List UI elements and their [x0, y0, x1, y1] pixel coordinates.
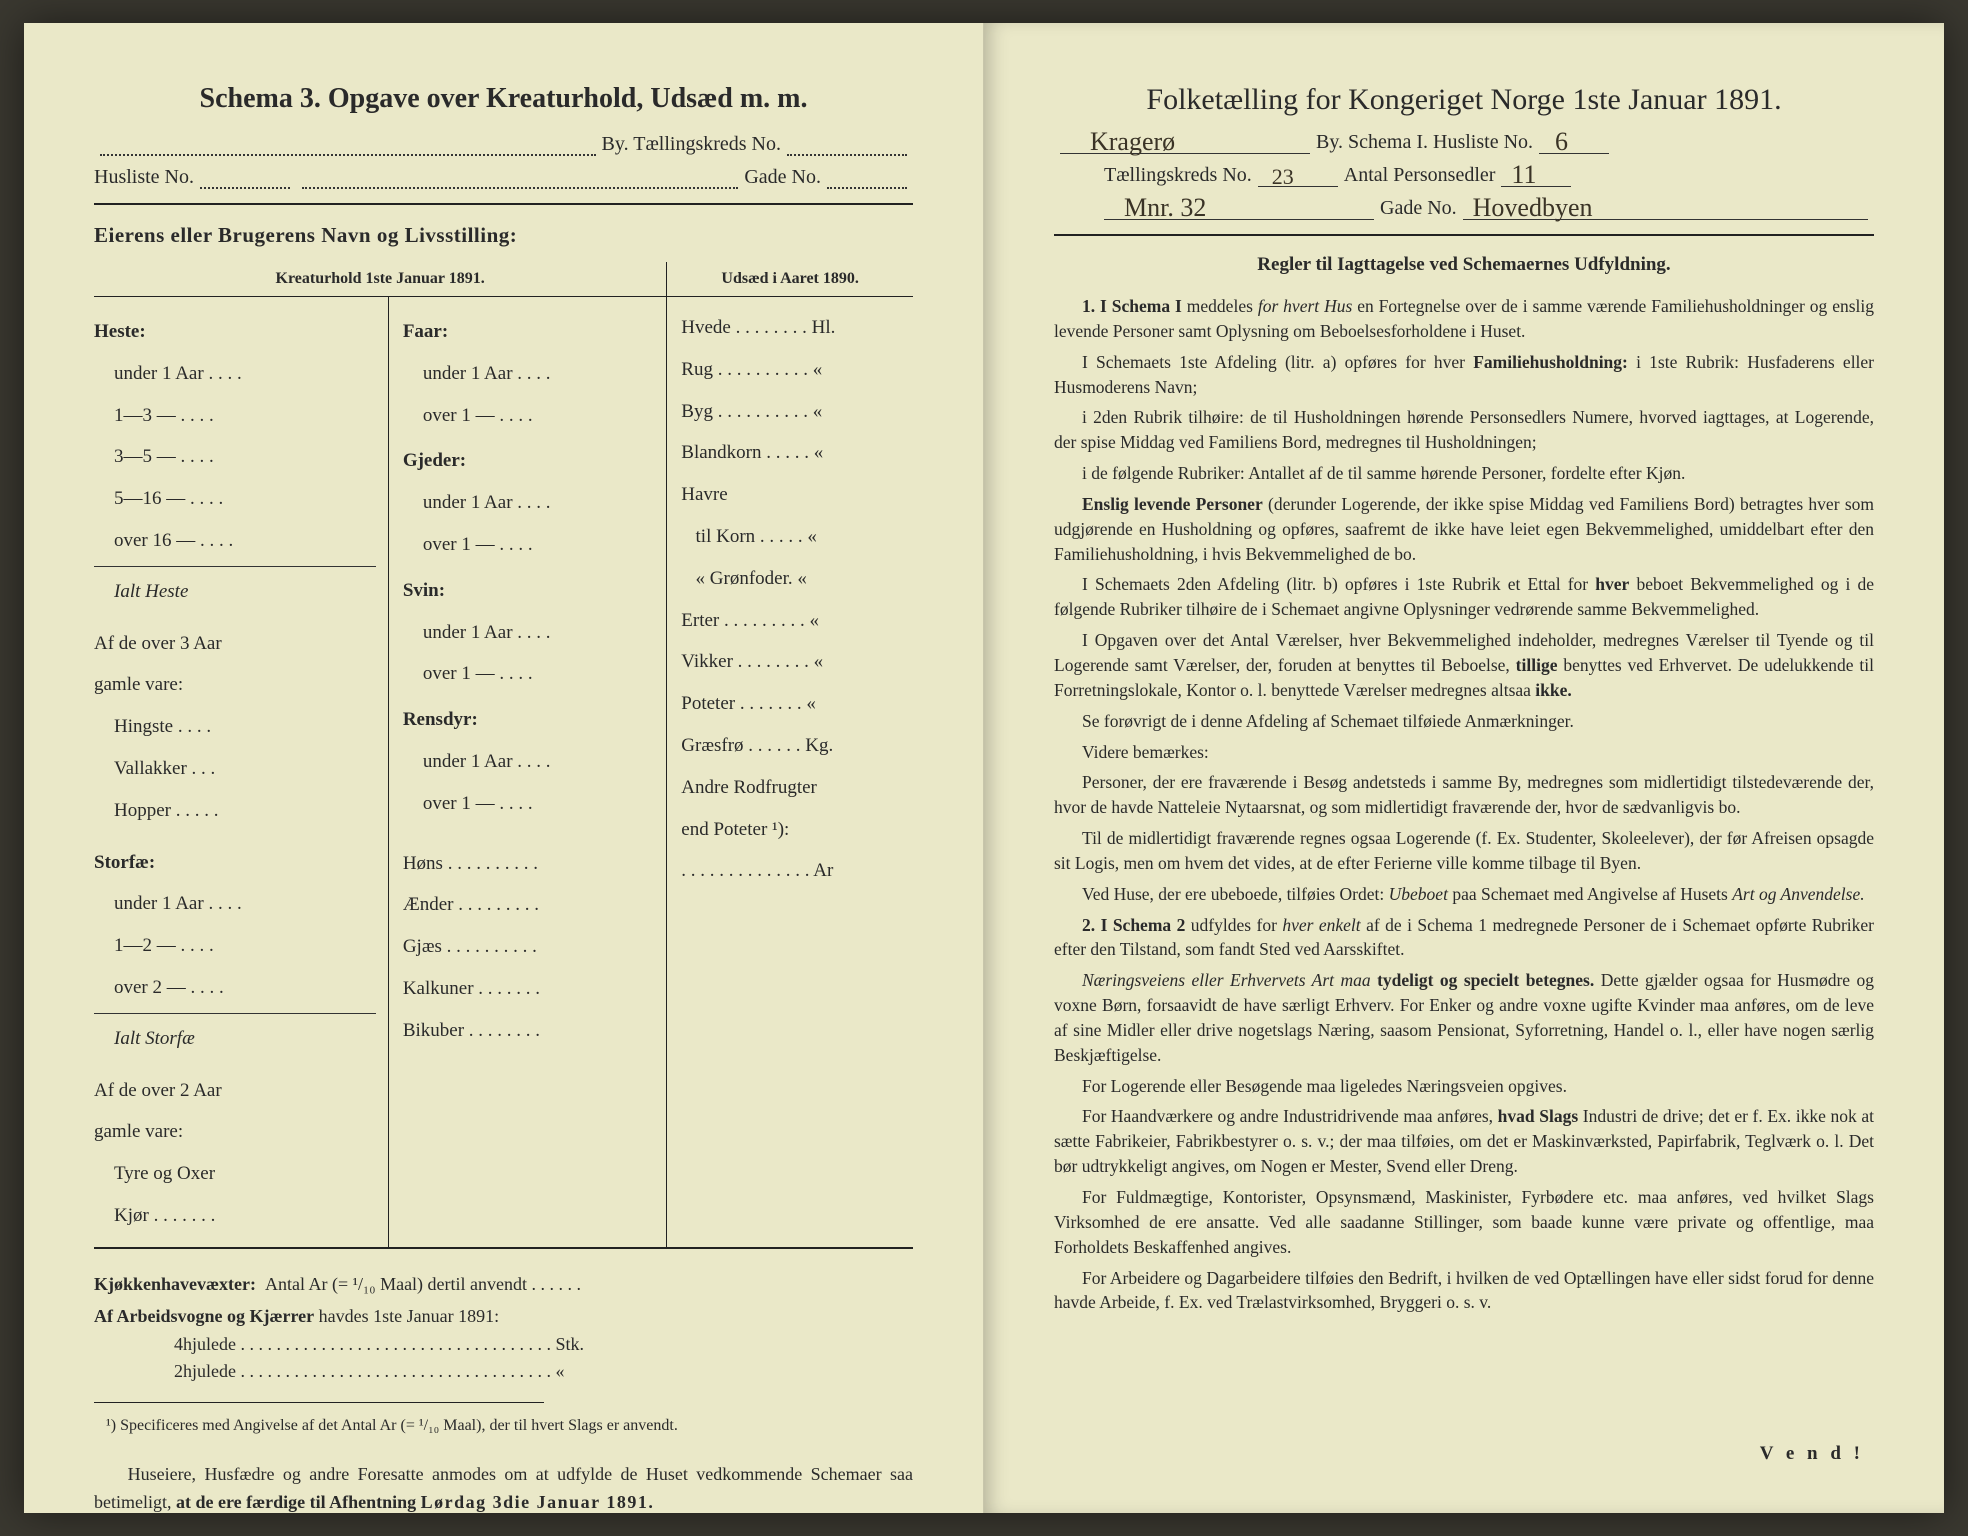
column-3: Hvede . . . . . . . . Hl.Rug . . . . . .…	[667, 297, 913, 1247]
footnote: ¹) Specificeres med Angivelse af det Ant…	[94, 1417, 913, 1435]
census-title: Folketælling for Kongeriget Norge 1ste J…	[1054, 83, 1874, 117]
vend-label: V e n d !	[1760, 1443, 1864, 1465]
below-table: Kjøkkenhavevæxter: Antal Ar (= ¹/₁₀ Maal…	[94, 1271, 913, 1387]
schema3-title: Schema 3. Opgave over Kreaturhold, Udsæd…	[94, 83, 913, 115]
closing-note: Huseiere, Husfædre og andre Foresatte an…	[94, 1461, 913, 1517]
line-husliste-gade: Husliste No. Gade No.	[94, 166, 913, 189]
form-table: Kreaturhold 1ste Januar 1891. Udsæd i Aa…	[94, 262, 913, 1249]
hw-antal: 11	[1511, 160, 1536, 190]
hw-kreds: 23	[1272, 164, 1294, 190]
rules-body: 1. I Schema I meddeles for hvert Hus en …	[1054, 294, 1874, 1315]
document-spread: Schema 3. Opgave over Kreaturhold, Udsæd…	[24, 23, 1944, 1513]
rules-heading: Regler til Iagttagelse ved Schemaernes U…	[1054, 254, 1874, 276]
r-line2: Tællingskreds No. 23 Antal Personsedler …	[1054, 164, 1874, 187]
line-by-kreds: By. Tællingskreds No.	[94, 133, 913, 156]
hw-mnr: Mnr. 32	[1124, 193, 1206, 223]
hw-husliste: 6	[1555, 127, 1568, 157]
left-page: Schema 3. Opgave over Kreaturhold, Udsæd…	[24, 23, 984, 1513]
col-head-kreatur: Kreaturhold 1ste Januar 1891.	[94, 262, 667, 296]
column-1: Heste:under 1 Aar . . . .1—3 — . . . .3—…	[94, 297, 389, 1247]
r-line3: Mnr. 32 Gade No. Hovedbyen	[1054, 197, 1874, 220]
hw-by: Kragerø	[1090, 127, 1175, 157]
col-head-udsaed: Udsæd i Aaret 1890.	[667, 262, 913, 296]
r-line1: Kragerø By. Schema I. Husliste No. 6	[1054, 131, 1874, 154]
owner-heading: Eierens eller Brugerens Navn og Livsstil…	[94, 223, 913, 248]
hw-gade: Hovedbyen	[1473, 193, 1593, 223]
right-page: Folketælling for Kongeriget Norge 1ste J…	[984, 23, 1944, 1513]
column-2: Faar:under 1 Aar . . . .over 1 — . . . .…	[389, 297, 667, 1247]
